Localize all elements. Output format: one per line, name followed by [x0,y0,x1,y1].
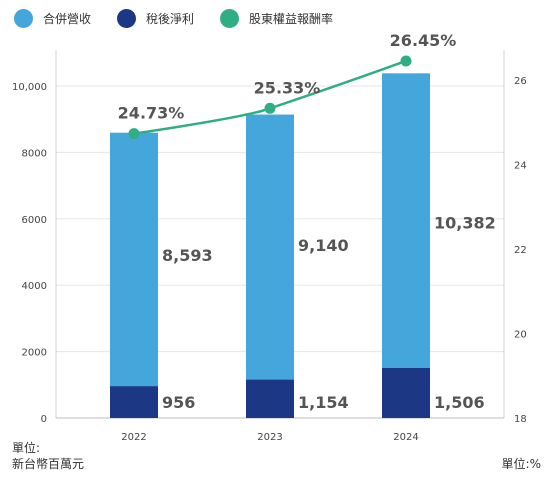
y-left-tick-label: 10,000 [12,82,47,93]
legend-item-roe: 股東權益報酬率 [220,9,333,28]
left-axis-unit: 單位: 新台幣百萬元 [12,440,84,472]
legend-label-revenue: 合併營收 [43,12,92,26]
left-unit-line-1: 單位: [12,441,41,455]
legend-swatch-revenue [14,9,33,28]
data-label-revenue: 8,593 [162,246,213,265]
y-left-tick-label: 8000 [22,148,47,159]
right-axis-unit: 單位:% [501,457,541,471]
y-right-tick-label: 20 [514,330,527,341]
roe-point [128,128,140,140]
data-label-net-income: 956 [162,393,195,412]
y-right-tick-label: 26 [514,76,527,87]
legend-label-roe: 股東權益報酬率 [249,12,334,26]
y-left-tick-label: 4000 [22,281,47,292]
legend-item-revenue: 合併營收 [14,9,91,28]
data-label-roe: 26.45% [390,31,457,50]
data-label-revenue: 10,382 [434,213,496,232]
legend-label-net-income: 稅後淨利 [146,12,195,26]
left-unit-line-2: 新台幣百萬元 [12,457,85,471]
y-right-tick-label: 22 [514,245,527,256]
data-label-net-income: 1,506 [434,393,485,412]
legend-swatch-net-income [117,9,137,28]
data-label-roe: 25.33% [254,78,321,97]
bar-net-income-2023 [246,379,294,418]
x-tick-label: 2022 [121,432,146,443]
bar-net-income-2022 [110,386,158,418]
chart-legend: 合併營收 稅後淨利 股東權益報酬率 [14,9,359,28]
legend-swatch-roe [220,9,240,28]
y-left-tick-label: 2000 [22,348,47,359]
bar-revenue-2022 [110,132,158,418]
y-right-tick-label: 18 [514,414,527,425]
y-left-tick-label: 0 [41,414,47,425]
roe-point [264,102,276,114]
data-label-net-income: 1,154 [298,393,349,412]
data-label-roe: 24.73% [118,104,185,123]
y-right-tick-label: 24 [514,161,527,172]
bar-net-income-2024 [382,368,430,418]
legend-item-net-income: 稅後淨利 [117,9,194,28]
bar-revenue-2024 [382,73,430,418]
bar-revenue-2023 [246,114,294,418]
y-left-tick-label: 6000 [22,215,47,226]
x-tick-label: 2023 [257,432,282,443]
roe-point [400,55,412,67]
data-label-revenue: 9,140 [298,236,349,255]
x-tick-label: 2024 [393,432,418,443]
